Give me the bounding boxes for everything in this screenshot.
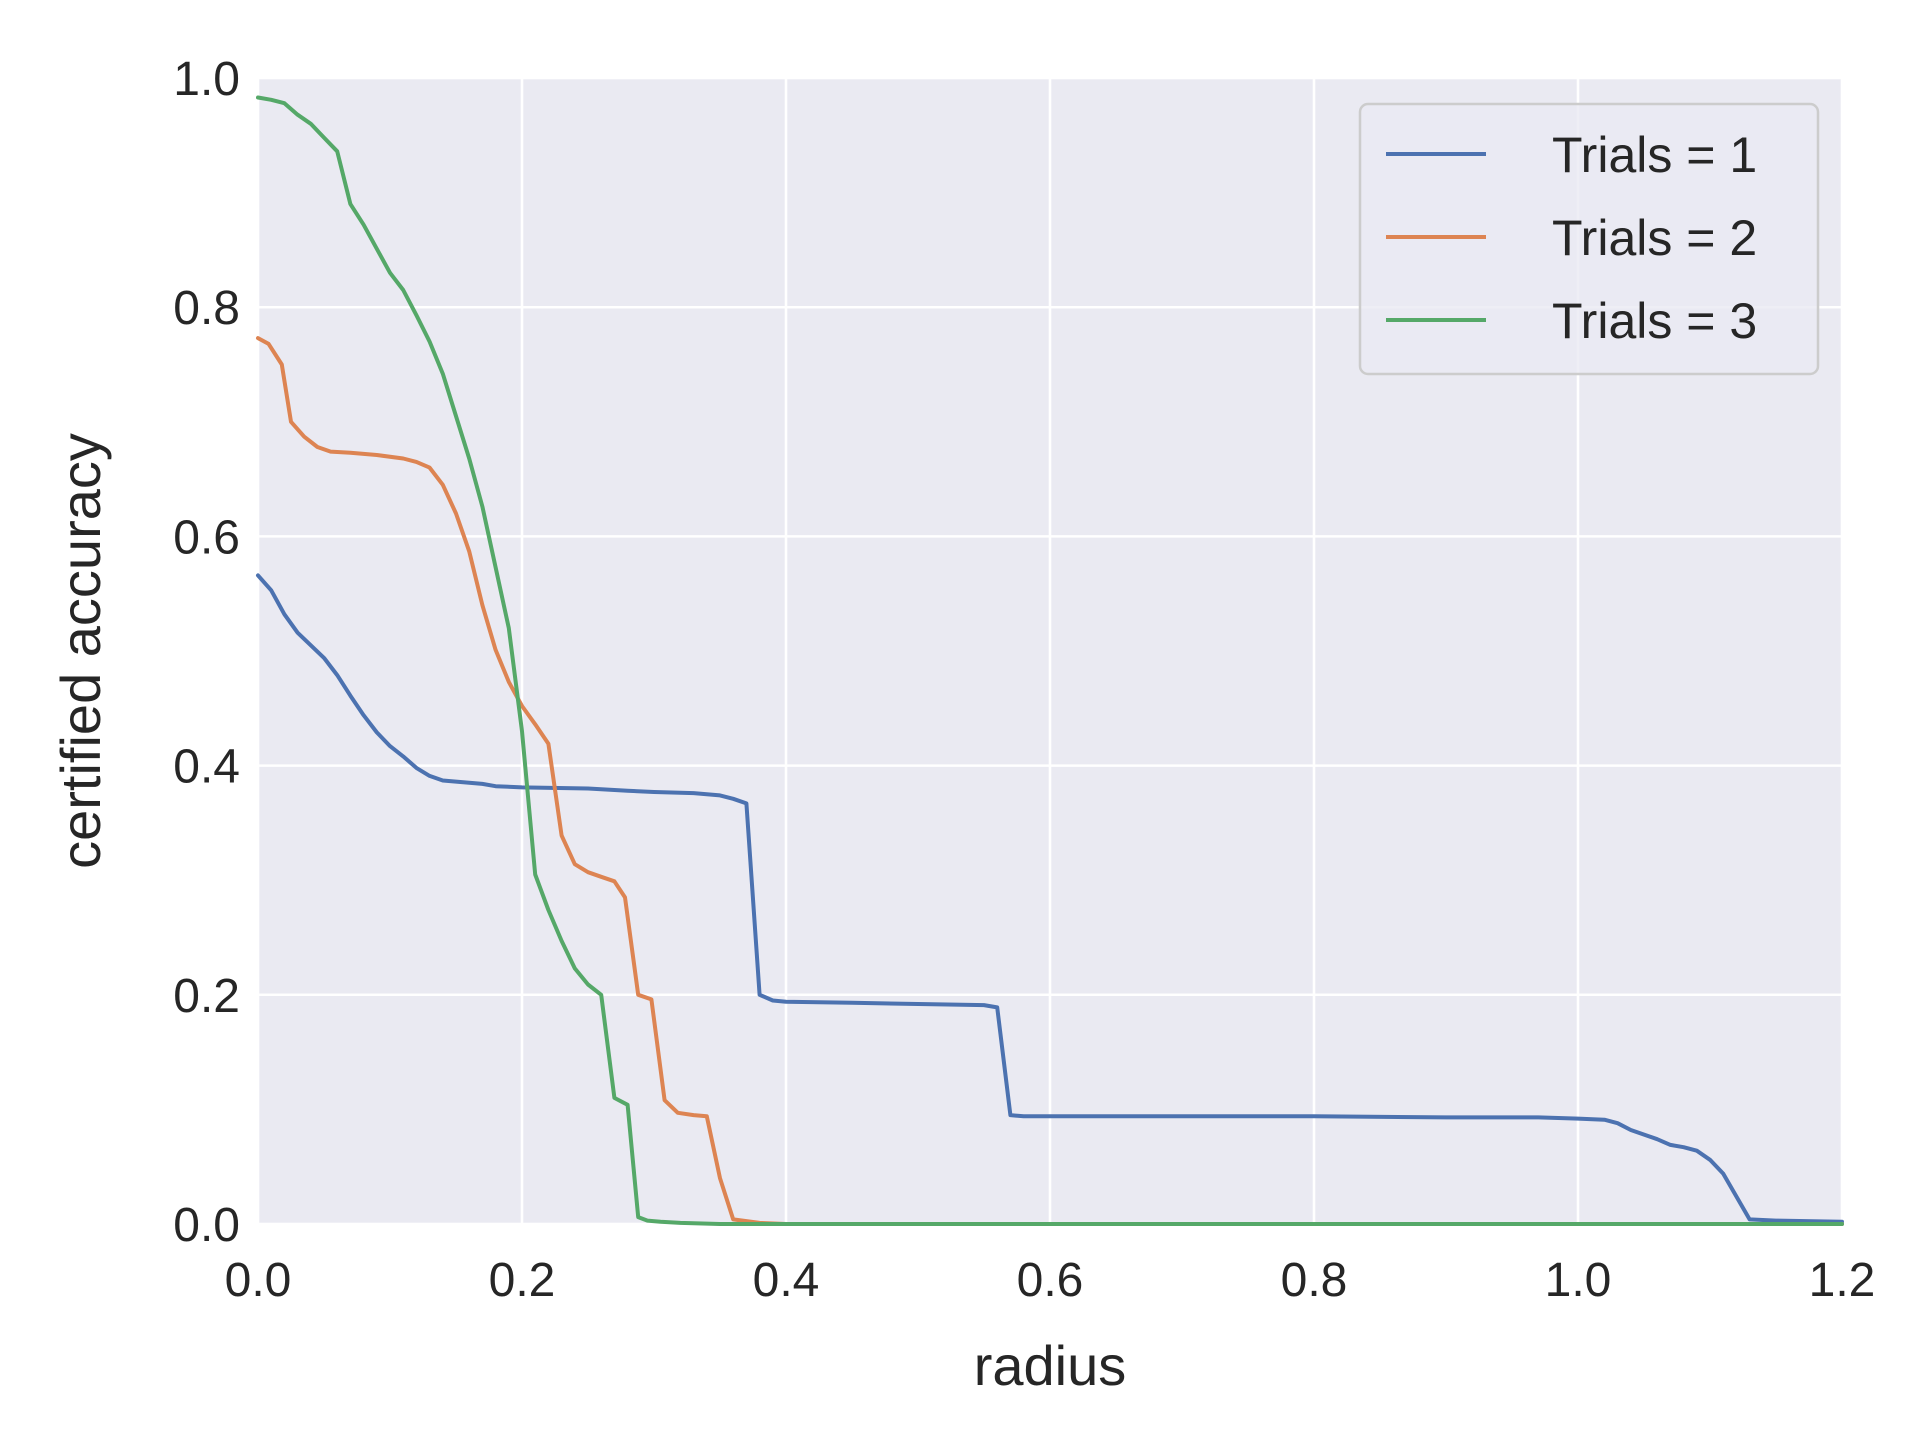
x-tick-labels: 0.0 0.2 0.4 0.6 0.8 1.0 1.2 bbox=[225, 1254, 1876, 1307]
y-tick-label: 1.0 bbox=[173, 53, 240, 106]
y-tick-label: 0.4 bbox=[173, 741, 240, 794]
x-tick-label: 0.6 bbox=[1017, 1254, 1084, 1307]
x-tick-label: 1.2 bbox=[1809, 1254, 1876, 1307]
legend-label-trials-3: Trials = 3 bbox=[1552, 293, 1757, 349]
y-tick-label: 0.6 bbox=[173, 511, 240, 564]
x-axis-label: radius bbox=[974, 1334, 1127, 1397]
legend-box bbox=[1358, 102, 1820, 376]
x-tick-label: 0.4 bbox=[753, 1254, 820, 1307]
legend-label-trials-1: Trials = 1 bbox=[1552, 127, 1757, 183]
x-tick-label: 1.0 bbox=[1545, 1254, 1612, 1307]
series-lines bbox=[256, 95, 1844, 1226]
y-tick-label: 0.2 bbox=[173, 970, 240, 1023]
series-line-trials-2 bbox=[256, 336, 1844, 1226]
series-line-trials-1 bbox=[256, 573, 1844, 1224]
x-tick-label: 0.8 bbox=[1281, 1254, 1348, 1307]
x-tick-label: 0.0 bbox=[225, 1254, 292, 1307]
x-tick-label: 0.2 bbox=[489, 1254, 556, 1307]
legend: Trials = 1 Trials = 2 Trials = 3 bbox=[1358, 102, 1820, 376]
y-tick-label: 0.0 bbox=[173, 1199, 240, 1252]
series-line-trials-3 bbox=[256, 95, 1844, 1226]
y-tick-label: 0.8 bbox=[173, 282, 240, 335]
y-axis-label: certified accuracy bbox=[49, 433, 112, 869]
legend-label-trials-2: Trials = 2 bbox=[1552, 210, 1757, 266]
y-tick-labels: 0.0 0.2 0.4 0.6 0.8 1.0 bbox=[173, 53, 240, 1252]
